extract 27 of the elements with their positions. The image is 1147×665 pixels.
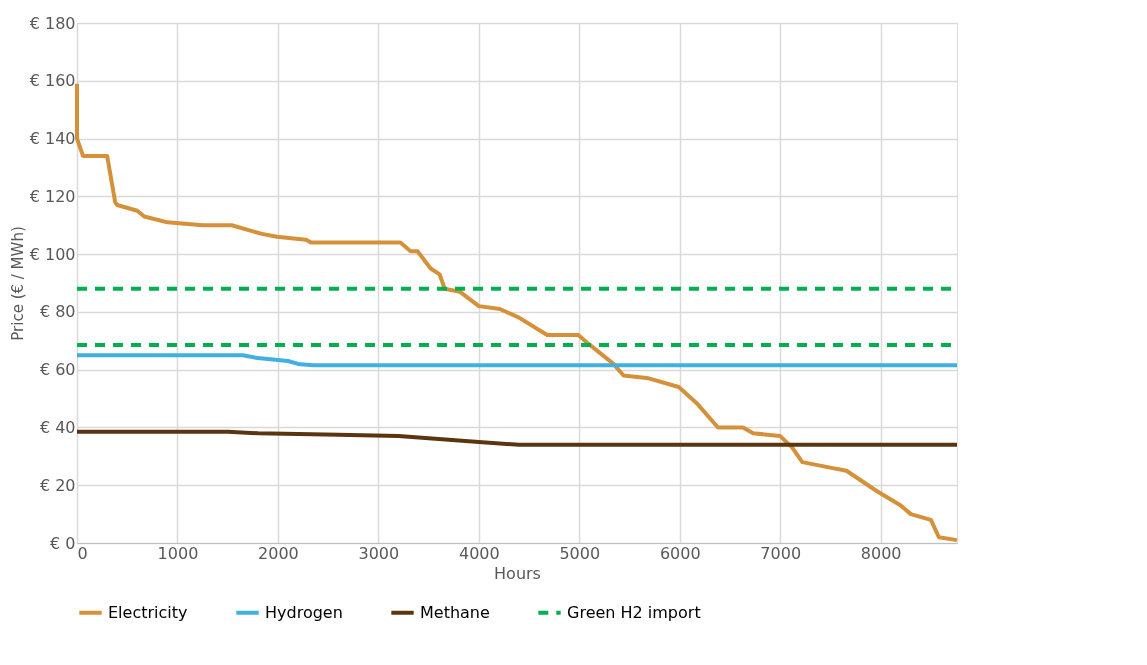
legend-label: Electricity — [108, 602, 188, 622]
legend-label: Methane — [420, 602, 490, 622]
line-series — [75, 429, 959, 447]
x-tick-label: 2000 — [258, 543, 299, 563]
y-tick-label: € 120 — [29, 186, 76, 206]
y-tick-label: € 80 — [39, 302, 76, 322]
y-tick-label: € 40 — [39, 417, 76, 437]
x-tick-label: 5000 — [559, 543, 601, 563]
legend-label: Green H2 import — [567, 602, 701, 622]
y-tick-label: € 180 — [29, 13, 76, 33]
x-tick-label: 3000 — [358, 543, 400, 563]
y-tick-label: € 20 — [39, 475, 76, 495]
line-series — [75, 353, 959, 368]
y-tick-label: € 100 — [29, 244, 76, 264]
y-tick-label: € 0 — [50, 533, 76, 553]
y-tick-label: € 160 — [29, 71, 76, 91]
y-axis-title: Price (€ / MWh) — [8, 226, 27, 341]
y-tick-label: € 140 — [29, 129, 76, 149]
legend-label: Hydrogen — [265, 602, 343, 622]
x-tick-label: 0 — [77, 543, 88, 563]
x-tick-label: 6000 — [659, 543, 701, 563]
y-tick-label: € 60 — [39, 360, 76, 380]
x-tick-label: 4000 — [458, 543, 500, 563]
x-tick-label: 1000 — [157, 543, 199, 563]
x-axis-title: Hours — [494, 563, 541, 583]
x-tick-label: 8000 — [860, 543, 902, 563]
x-tick-label: 7000 — [760, 543, 802, 563]
